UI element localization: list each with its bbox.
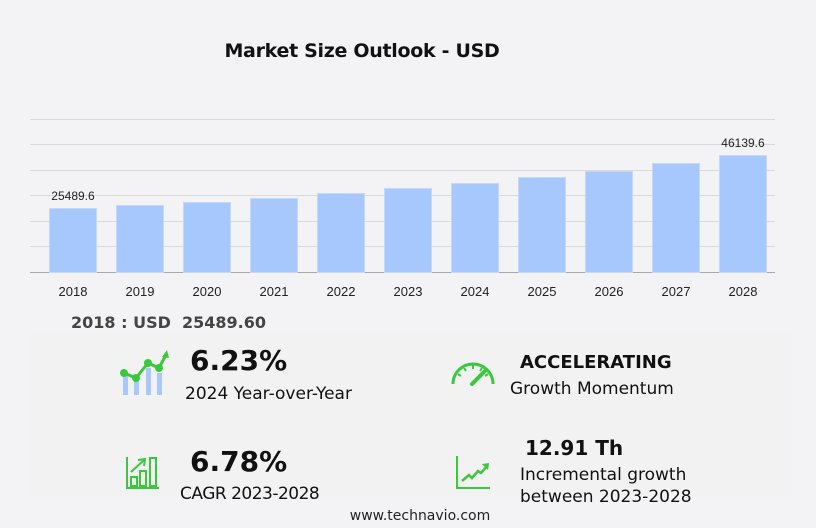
kpi-panel (31, 330, 792, 496)
bar-2023[interactable] (384, 188, 432, 273)
bar-2019[interactable] (116, 205, 164, 273)
momentum-label: Growth Momentum (510, 379, 674, 399)
data-label: 25489.6 (51, 189, 95, 203)
start-year-value: 2018 : USD 25489.60 (71, 313, 267, 332)
x-tick-label: 2026 (594, 284, 624, 299)
x-tick-label: 2028 (728, 284, 758, 299)
gridline (30, 119, 775, 120)
gridline (30, 144, 775, 145)
x-tick-label: 2018 (58, 284, 88, 299)
x-tick-label: 2023 (393, 284, 423, 299)
cagr-value: 6.78% (190, 445, 288, 478)
yoy-label: 2024 Year-over-Year (185, 384, 352, 404)
x-tick-label: 2025 (527, 284, 557, 299)
trend-line-icon (456, 456, 490, 489)
x-tick-label: 2021 (259, 284, 289, 299)
bar-2024[interactable] (451, 183, 499, 273)
incremental-label-line2: between 2023-2028 (520, 487, 692, 507)
source-link[interactable]: www.technavio.com (349, 508, 491, 524)
incremental-label-line1: Incremental growth (520, 465, 687, 485)
bar-chart-up-icon (126, 457, 159, 489)
x-tick-label: 2020 (192, 284, 222, 299)
x-tick-label: 2019 (125, 284, 155, 299)
bar-2026[interactable] (585, 171, 633, 273)
yoy-value: 6.23% (190, 344, 288, 377)
bar-2025[interactable] (518, 177, 566, 273)
data-label: 46139.6 (721, 136, 765, 150)
incremental-value: 12.91 Th (525, 436, 624, 460)
bar-2020[interactable] (183, 202, 231, 273)
x-tick-label: 2027 (661, 284, 691, 299)
bar-2018[interactable] (49, 208, 97, 273)
bar-chart: 25489.6 46139.6 (30, 119, 775, 273)
x-tick-label: 2022 (326, 284, 356, 299)
gridline (30, 170, 775, 171)
x-tick-label: 2024 (460, 284, 490, 299)
speedometer-icon (451, 362, 495, 386)
momentum-value: ACCELERATING (520, 352, 672, 373)
bar-2021[interactable] (250, 198, 298, 273)
bar-2022[interactable] (317, 193, 365, 273)
bar-2028[interactable] (719, 155, 767, 273)
growth-chart-icon (120, 350, 169, 395)
x-axis-labels: 2018 2019 2020 2021 2022 2023 2024 2025 2026 2027… (30, 284, 775, 300)
chart-title: Market Size Outlook - USD (224, 40, 500, 62)
bar-2027[interactable] (652, 163, 700, 273)
cagr-label: CAGR 2023-2028 (180, 484, 320, 504)
